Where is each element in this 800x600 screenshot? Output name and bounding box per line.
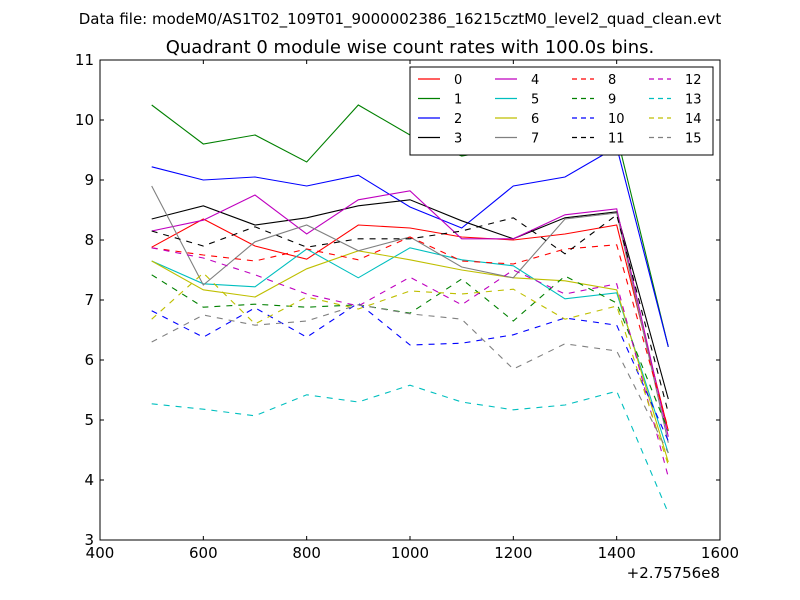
y-tick-label: 4 bbox=[84, 471, 94, 489]
series-line-8 bbox=[151, 236, 669, 430]
x-tick-label: 400 bbox=[86, 544, 115, 562]
x-tick-label: 600 bbox=[189, 544, 218, 562]
series-line-4 bbox=[151, 190, 669, 437]
legend-label-9: 9 bbox=[608, 93, 616, 108]
legend-label-8: 8 bbox=[608, 73, 616, 88]
legend-label-2: 2 bbox=[454, 112, 462, 127]
y-tick-label: 11 bbox=[75, 51, 94, 69]
x-tick-label: 1400 bbox=[598, 544, 636, 562]
legend-label-6: 6 bbox=[531, 112, 539, 127]
legend-label-3: 3 bbox=[454, 132, 462, 147]
legend-label-1: 1 bbox=[454, 93, 462, 108]
legend-frame bbox=[409, 66, 714, 156]
x-tick-label: 1000 bbox=[391, 544, 429, 562]
y-tick-label: 10 bbox=[75, 111, 94, 129]
series-line-9 bbox=[151, 274, 669, 432]
legend-label-7: 7 bbox=[531, 132, 539, 147]
series-line-3 bbox=[151, 199, 669, 400]
x-offset-label: +2.75756e8 bbox=[627, 564, 720, 582]
legend-label-5: 5 bbox=[531, 93, 539, 108]
legend-label-0: 0 bbox=[454, 73, 462, 88]
suptitle: Data file: modeM0/AS1T02_109T01_90000023… bbox=[79, 10, 722, 29]
series-line-14 bbox=[151, 272, 669, 466]
y-tick-label: 8 bbox=[84, 231, 94, 249]
series-line-11 bbox=[151, 213, 669, 413]
series-line-10 bbox=[151, 302, 669, 442]
legend-label-13: 13 bbox=[685, 93, 702, 108]
series-line-6 bbox=[151, 250, 669, 463]
series-line-13 bbox=[151, 384, 669, 514]
plot-frame bbox=[99, 59, 721, 541]
series-line-12 bbox=[151, 247, 669, 478]
series-line-5 bbox=[151, 247, 669, 454]
legend-label-11: 11 bbox=[608, 132, 625, 147]
legend-label-12: 12 bbox=[685, 73, 702, 88]
chart-title: Quadrant 0 module wise count rates with … bbox=[166, 37, 655, 58]
legend-label-10: 10 bbox=[608, 112, 625, 127]
legend-label-14: 14 bbox=[685, 112, 702, 127]
series-line-15 bbox=[151, 304, 669, 454]
y-tick-label: 9 bbox=[84, 171, 94, 189]
y-tick-label: 7 bbox=[84, 291, 94, 309]
x-tick-label: 800 bbox=[292, 544, 321, 562]
legend-label-15: 15 bbox=[685, 132, 702, 147]
x-tick-label: 1200 bbox=[494, 544, 532, 562]
y-tick-label: 5 bbox=[84, 411, 94, 429]
series-line-7 bbox=[151, 185, 669, 443]
series-layer bbox=[151, 104, 669, 514]
y-tick-label: 3 bbox=[84, 531, 94, 549]
legend-label-4: 4 bbox=[531, 73, 539, 88]
y-tick-label: 6 bbox=[84, 351, 94, 369]
series-line-2 bbox=[151, 146, 669, 347]
series-line-0 bbox=[151, 218, 669, 431]
x-tick-label: 1600 bbox=[701, 544, 739, 562]
